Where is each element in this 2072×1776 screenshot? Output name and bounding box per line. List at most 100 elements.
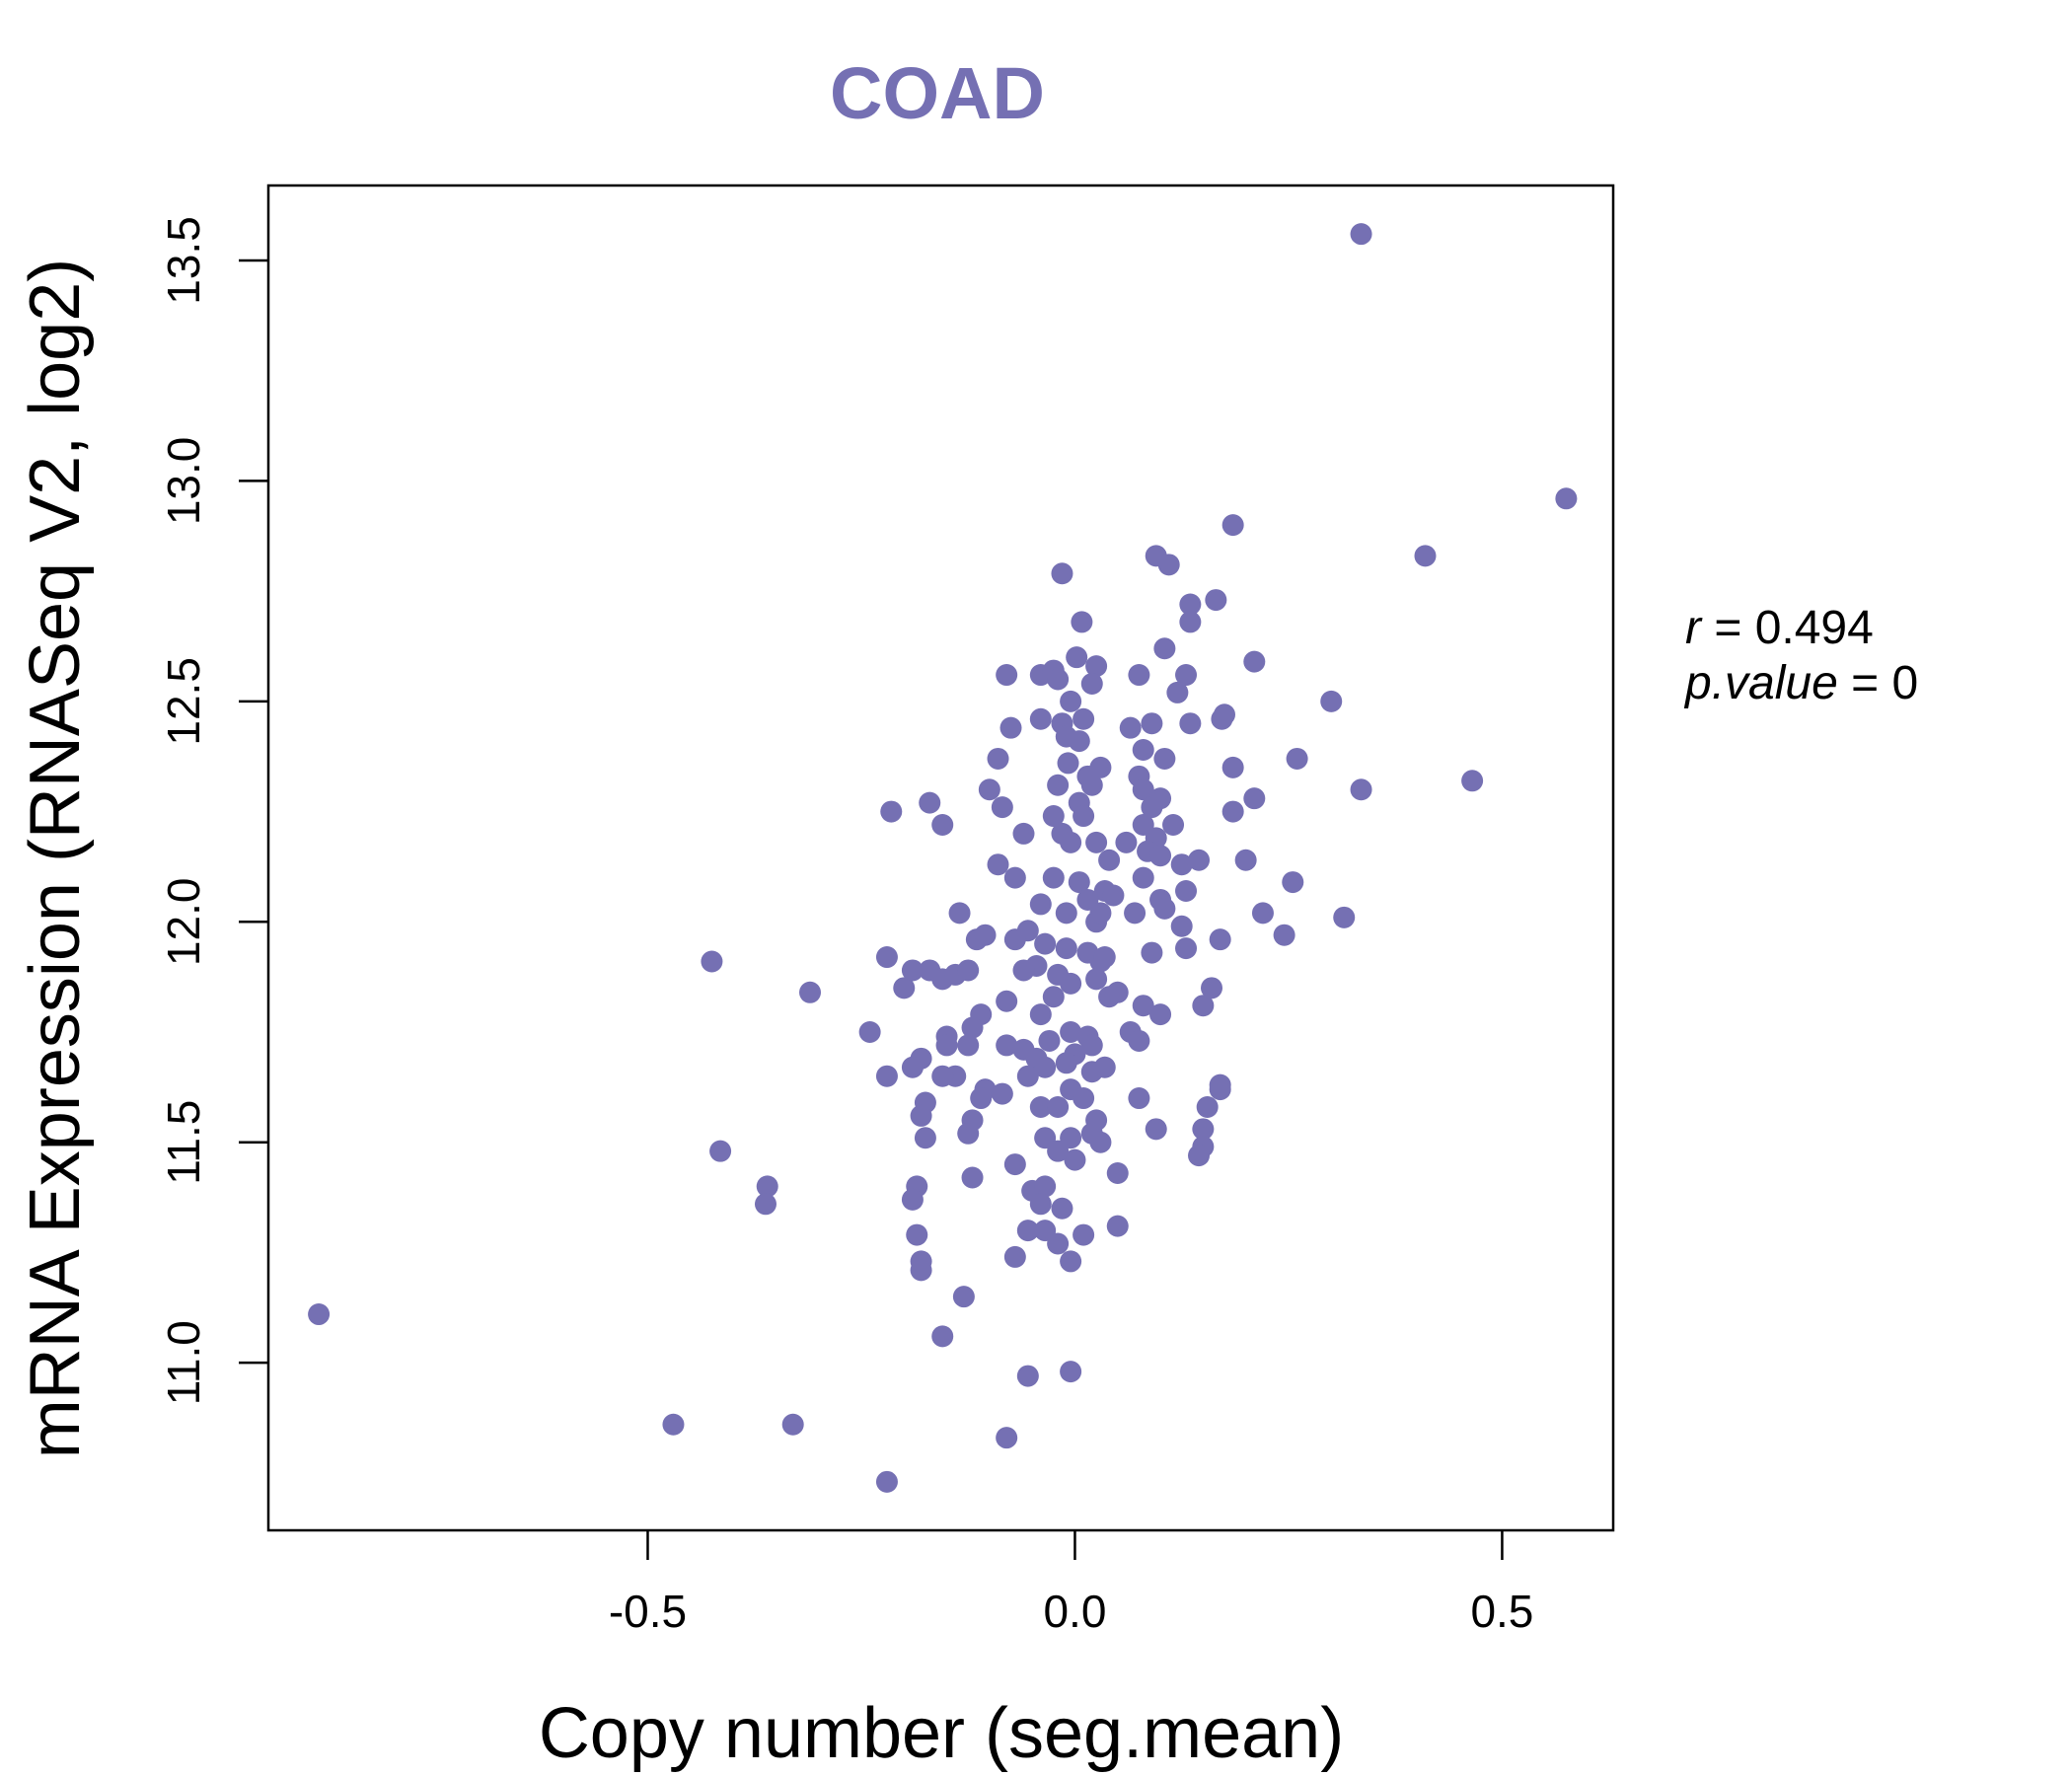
data-point — [1080, 1034, 1103, 1057]
data-point — [1089, 902, 1112, 925]
data-point — [1016, 1365, 1039, 1387]
data-point — [957, 1122, 980, 1145]
data-point — [914, 1127, 936, 1149]
data-point — [754, 1193, 777, 1216]
data-point — [1016, 1220, 1039, 1242]
data-point — [1098, 849, 1121, 871]
data-point — [910, 1259, 932, 1282]
y-tick-label: 12.5 — [158, 657, 209, 746]
data-point — [1132, 995, 1154, 1017]
y-tick-label: 11.5 — [158, 1100, 209, 1185]
data-point — [1141, 712, 1163, 735]
data-point — [931, 813, 954, 836]
data-point — [1003, 928, 1026, 951]
data-point — [1333, 906, 1356, 928]
y-tick-label: 11.0 — [158, 1320, 209, 1405]
data-point — [948, 902, 971, 925]
data-point — [1034, 932, 1057, 955]
data-point — [1162, 813, 1185, 836]
data-point — [919, 791, 941, 814]
data-point — [1175, 664, 1198, 687]
data-point — [1102, 884, 1125, 907]
x-tick-label: 0.0 — [1043, 1586, 1106, 1637]
data-point — [1209, 928, 1231, 951]
data-point — [1085, 655, 1108, 678]
p-value: 0 — [1891, 657, 1918, 709]
data-point — [1192, 1118, 1215, 1141]
data-point — [1157, 554, 1180, 576]
x-tick-label: 0.5 — [1470, 1586, 1533, 1637]
data-point — [1119, 716, 1142, 739]
data-point — [1055, 1052, 1077, 1074]
data-point — [1145, 1118, 1167, 1141]
data-point — [1106, 981, 1129, 1003]
y-axis: 11.0 11.5 12.0 12.5 13.0 13.5 — [158, 216, 268, 1405]
data-point — [935, 1034, 958, 1057]
data-point — [1153, 637, 1176, 660]
data-point — [901, 1056, 924, 1078]
data-point — [1034, 1175, 1057, 1198]
r-label: r — [1685, 602, 1703, 654]
data-point — [709, 1140, 732, 1162]
data-point — [1179, 611, 1202, 633]
data-point — [781, 1413, 804, 1436]
data-point — [701, 950, 723, 973]
data-point — [1051, 1197, 1073, 1220]
data-point — [893, 977, 916, 999]
data-point — [1175, 880, 1198, 903]
data-point — [970, 1087, 993, 1110]
data-point — [999, 716, 1022, 739]
data-point — [952, 1286, 975, 1308]
data-point — [1192, 995, 1215, 1017]
data-point — [1060, 1250, 1082, 1273]
data-point — [1068, 871, 1090, 894]
data-point — [906, 1223, 928, 1246]
data-point — [1034, 1056, 1057, 1078]
data-point — [1073, 805, 1095, 828]
data-point — [1149, 845, 1172, 867]
data-point — [901, 1188, 924, 1211]
data-point — [1047, 668, 1070, 691]
y-tick-label: 13.0 — [158, 437, 209, 526]
data-point — [1201, 977, 1223, 999]
correlation-stats: r = 0.494 p.value = 0 — [1683, 602, 1918, 709]
data-point — [880, 800, 903, 823]
data-point — [974, 924, 997, 946]
data-point — [1243, 650, 1266, 673]
data-point — [996, 1034, 1018, 1057]
data-point — [1038, 1029, 1061, 1052]
data-point — [1055, 902, 1077, 925]
data-point — [996, 664, 1018, 687]
data-point — [1414, 545, 1437, 567]
data-point — [1089, 1131, 1112, 1153]
data-point — [1153, 747, 1176, 770]
data-point — [1106, 1215, 1129, 1237]
data-point — [1196, 1095, 1219, 1118]
data-point — [1029, 893, 1052, 916]
data-point — [978, 778, 1000, 801]
chart-title: COAD — [830, 52, 1045, 134]
data-point — [1221, 514, 1244, 537]
data-point — [987, 853, 1009, 876]
data-point — [1153, 897, 1176, 920]
data-point — [1205, 589, 1227, 612]
data-point — [1060, 1361, 1082, 1383]
data-point — [1089, 756, 1112, 778]
p-label: p.value — [1683, 657, 1838, 709]
r-value: 0.494 — [1755, 602, 1874, 654]
data-point — [1179, 712, 1202, 735]
data-point — [931, 1325, 954, 1348]
data-point — [1047, 774, 1070, 796]
data-point — [1132, 778, 1154, 801]
data-point — [1128, 1029, 1150, 1052]
data-point — [1461, 770, 1484, 792]
data-point — [799, 981, 822, 1003]
data-point — [1141, 796, 1163, 819]
data-point — [1060, 972, 1082, 995]
data-point — [996, 1427, 1018, 1449]
data-point — [1251, 902, 1274, 925]
data-point — [1016, 1065, 1039, 1087]
data-point — [1286, 747, 1308, 770]
data-point — [1555, 487, 1578, 510]
